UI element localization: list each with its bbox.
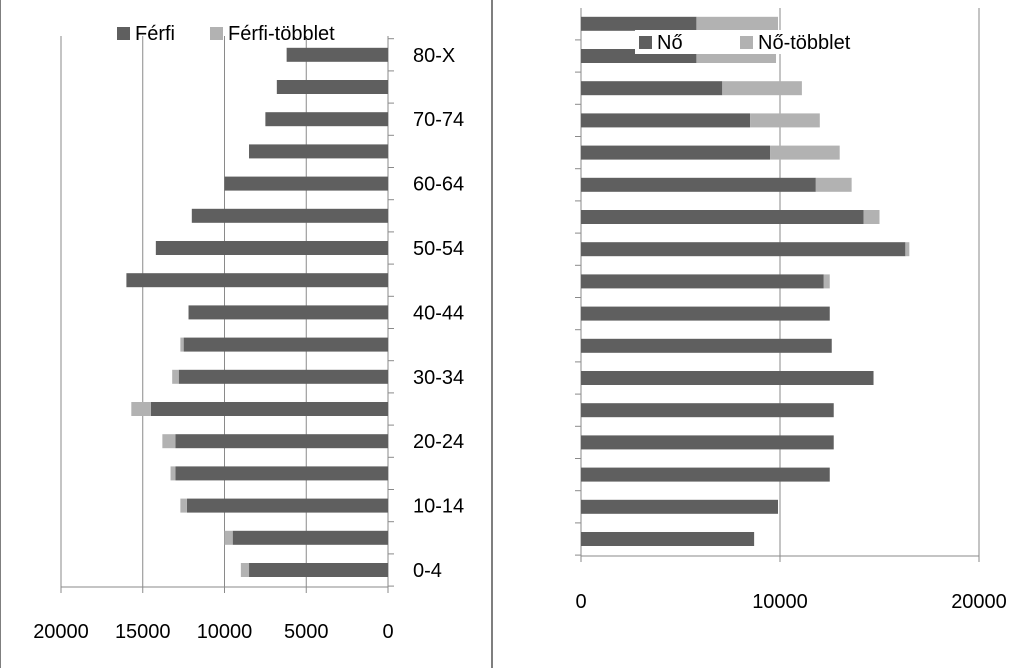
bar-ferfi-tobblet [240,563,250,577]
category-label: 0-4 [413,560,442,582]
value-tick-label: 10000 [197,621,253,643]
bar-no [581,274,824,289]
category-label: 60-64 [413,174,464,196]
bar-ferfi [126,273,389,288]
bar-no [581,435,834,450]
bar-no-tobblet [815,177,852,192]
legend-label-no-tobblet: Nő-többlet [758,32,851,54]
male-pyramid-panel: 0-4 10-14 20-24 30-34 40-44 50-54 60-64 70-74 80… [0,0,492,668]
legend-swatch-ferfi-tobblet [210,27,223,40]
bar-no [581,81,723,96]
bar-no [581,177,816,192]
legend-swatch-no [639,36,652,49]
bar-no [581,532,755,546]
value-tick-label: 20000 [33,621,89,643]
value-tick-label: 10000 [752,591,808,613]
bar-no [581,242,906,257]
bar-ferfi [249,144,388,159]
bar-no-tobblet [750,113,820,128]
value-tick-label: 5000 [284,621,329,643]
category-label: 20-24 [413,431,464,453]
bar-no-tobblet [770,145,840,160]
category-label: 10-14 [413,496,464,518]
bar-no-tobblet [696,16,779,31]
bar-ferfi-tobblet [162,434,176,449]
female-pyramid-chart: 0 10000 20000 Nő Nő-többlet [575,8,1007,613]
bar-ferfi [183,337,388,352]
bar-no [581,403,834,418]
category-label: 30-34 [413,367,464,389]
bar-ferfi [191,208,388,223]
bar-ferfi [186,498,388,513]
value-tick-label: 0 [382,621,393,643]
bar-ferfi-tobblet [224,530,233,545]
value-tick-label: 20000 [951,591,1007,613]
bar-ferfi-tobblet [131,402,151,416]
bar-no-tobblet [863,210,880,224]
bar-ferfi [224,176,388,191]
category-label: 80-X [413,45,455,67]
legend-swatch-no-tobblet [740,36,753,49]
category-label: 40-44 [413,302,464,324]
category-label: 50-54 [413,238,464,260]
bar-ferfi-tobblet [170,466,176,481]
legend-label-no: Nő [657,32,683,54]
legend-box [635,30,885,54]
bar-no [581,338,832,353]
bar-no [581,16,697,31]
bar-ferfi [150,402,388,416]
legend-label-ferfi-tobblet: Férfi-többlet [228,23,335,45]
bar-no-tobblet [722,81,802,96]
bar-ferfi [265,112,388,127]
bar-ferfi [178,369,388,384]
bar-no [581,210,864,224]
bar-no-tobblet [905,242,910,257]
bar-ferfi-tobblet [180,337,184,352]
bar-ferfi-tobblet [180,498,187,513]
bar-no [581,371,874,385]
bar-ferfi [249,563,388,577]
bar-ferfi [188,305,388,320]
category-label: 70-74 [413,109,464,131]
bar-ferfi [175,434,388,449]
male-pyramid-chart: 0-4 10-14 20-24 30-34 40-44 50-54 60-64 70-74 80… [33,23,464,643]
bar-ferfi [276,80,388,94]
bar-ferfi [232,530,388,545]
bar-no [581,499,779,514]
bar-no [581,306,830,321]
bar-no-tobblet [823,274,830,289]
bar-ferfi-tobblet [172,369,179,384]
bar-ferfi [175,466,388,481]
female-pyramid-panel: 0 10000 20000 Nő Nő-többlet [492,0,1020,668]
bar-no [581,113,751,128]
bar-ferfi [155,241,388,255]
value-tick-label: 0 [575,591,586,613]
bar-no [581,145,771,160]
legend-label-ferfi: Férfi [135,23,175,45]
value-tick-label: 15000 [115,621,171,643]
bar-ferfi [286,47,388,62]
legend-swatch-ferfi [117,27,130,40]
bar-no [581,467,830,482]
